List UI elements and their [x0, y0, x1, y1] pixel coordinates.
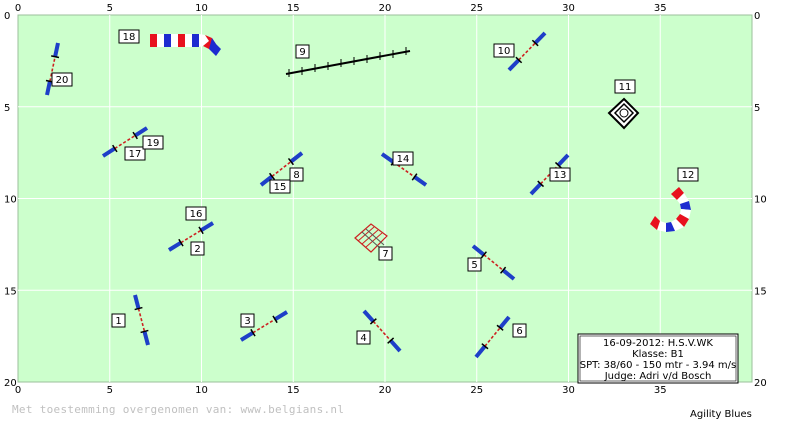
obstacle-label-7: 7 — [378, 246, 393, 261]
obstacle-number: 7 — [382, 249, 388, 260]
dogwalk-9-icon — [285, 47, 411, 77]
obstacle-label-18: 18 — [118, 29, 140, 44]
x-tick-top: 0 — [15, 3, 21, 14]
obstacle-number: 9 — [299, 47, 305, 58]
y-tick-left: 20 — [4, 378, 17, 389]
info-line-4: Judge: Adri v/d Bosch — [604, 371, 712, 382]
y-tick-right: 0 — [754, 11, 760, 22]
jump-5-icon — [471, 244, 516, 281]
tunnel-12-icon — [650, 187, 691, 232]
obstacle-number: 14 — [397, 154, 410, 165]
x-tick-top: 15 — [287, 3, 300, 14]
jump-20-icon — [45, 42, 60, 96]
x-tick-bottom: 25 — [470, 385, 483, 396]
x-tick-top: 5 — [107, 3, 113, 14]
jump-1-icon — [133, 294, 150, 346]
obstacle-number: 13 — [554, 170, 567, 181]
y-tick-right: 10 — [754, 195, 767, 206]
x-tick-bottom: 35 — [654, 385, 667, 396]
obstacle-number: 2 — [194, 244, 200, 255]
x-tick-bottom: 10 — [195, 385, 208, 396]
obstacle-number: 5 — [471, 260, 477, 271]
obstacle-label-13: 13 — [549, 167, 571, 182]
footer-brand: Agility Blues — [690, 409, 752, 420]
y-tick-left: 15 — [4, 286, 17, 297]
info-box: 16-09-2012: H.S.V.WK Klasse: B1 SPT: 38/… — [577, 333, 739, 384]
obstacle-label-14: 14 — [392, 151, 414, 166]
x-tick-bottom: 15 — [287, 385, 300, 396]
jump-4-icon — [362, 309, 402, 353]
obstacle-label-8: 8 — [289, 167, 304, 182]
y-tick-right: 15 — [754, 286, 767, 297]
tunnel-18-icon — [150, 34, 221, 56]
obstacle-number: 20 — [56, 75, 69, 86]
obstacle-label-5: 5 — [467, 257, 482, 272]
obstacle-number: 6 — [516, 326, 522, 337]
obstacle-label-11: 11 — [614, 79, 636, 94]
x-tick-bottom: 5 — [107, 385, 113, 396]
obstacle-label-17: 17 — [124, 146, 146, 161]
obstacle-number: 4 — [360, 333, 366, 344]
footer-credit: Met toestemming overgenomen van: www.bel… — [12, 403, 345, 416]
obstacle-number: 19 — [147, 138, 160, 149]
obstacle-number: 15 — [274, 182, 287, 193]
y-tick-right: 20 — [754, 378, 767, 389]
obstacle-number: 18 — [123, 32, 136, 43]
x-tick-bottom: 30 — [562, 385, 575, 396]
jump-obstacles — [45, 31, 570, 359]
obstacle-number: 10 — [498, 46, 511, 57]
x-tick-top: 10 — [195, 3, 208, 14]
jump-2-icon — [167, 221, 215, 252]
info-line-1: 16-09-2012: H.S.V.WK — [603, 338, 713, 349]
bottom-axis-ticks: 0 5 10 15 20 25 30 35 — [15, 385, 667, 396]
obstacle-label-6: 6 — [512, 323, 527, 338]
jump-17-icon — [101, 126, 149, 158]
obstacle-label-15: 15 — [269, 179, 291, 194]
x-tick-bottom: 0 — [15, 385, 21, 396]
obstacle-label-1: 1 — [111, 313, 126, 328]
x-tick-bottom: 20 — [379, 385, 392, 396]
x-tick-top: 20 — [379, 3, 392, 14]
obstacle-number: 3 — [244, 316, 250, 327]
y-tick-left: 0 — [4, 11, 10, 22]
obstacle-number: 17 — [129, 149, 142, 160]
obstacle-number: 16 — [190, 209, 203, 220]
top-axis-ticks: 0 5 10 15 20 25 30 35 — [15, 3, 667, 14]
jump-3-icon — [239, 310, 289, 342]
right-axis-ticks: 0 5 10 15 20 — [754, 11, 767, 389]
obstacle-label-19: 19 — [142, 135, 164, 150]
obstacle-label-10: 10 — [493, 43, 515, 58]
left-axis-ticks: 0 5 10 15 20 — [4, 11, 17, 389]
x-tick-top: 25 — [470, 3, 483, 14]
table-11-icon — [607, 97, 640, 130]
y-tick-right: 5 — [754, 103, 760, 114]
info-line-2: Klasse: B1 — [632, 349, 684, 360]
obstacle-number: 11 — [619, 82, 632, 93]
jump-8-icon — [259, 151, 304, 187]
y-tick-left: 5 — [4, 103, 10, 114]
jump-6-icon — [474, 315, 511, 359]
y-tick-left: 10 — [4, 195, 17, 206]
x-tick-top: 35 — [654, 3, 667, 14]
obstacle-label-3: 3 — [240, 313, 255, 328]
grid-lines — [18, 15, 752, 382]
obstacle-label-2: 2 — [190, 241, 205, 256]
obstacle-number: 1 — [115, 316, 121, 327]
info-line-3: SPT: 38/60 - 150 mtr - 3.94 m/s — [580, 360, 737, 371]
obstacle-label-12: 12 — [677, 167, 699, 182]
x-tick-top: 30 — [562, 3, 575, 14]
obstacle-7-icon — [354, 223, 388, 253]
obstacle-number: 8 — [293, 170, 299, 181]
obstacle-label-16: 16 — [185, 206, 207, 221]
obstacle-label-9: 9 — [295, 44, 310, 59]
obstacle-number: 12 — [682, 170, 695, 181]
obstacle-label-20: 20 — [51, 72, 73, 87]
jump-10-icon — [507, 31, 547, 72]
obstacle-label-4: 4 — [356, 330, 371, 345]
